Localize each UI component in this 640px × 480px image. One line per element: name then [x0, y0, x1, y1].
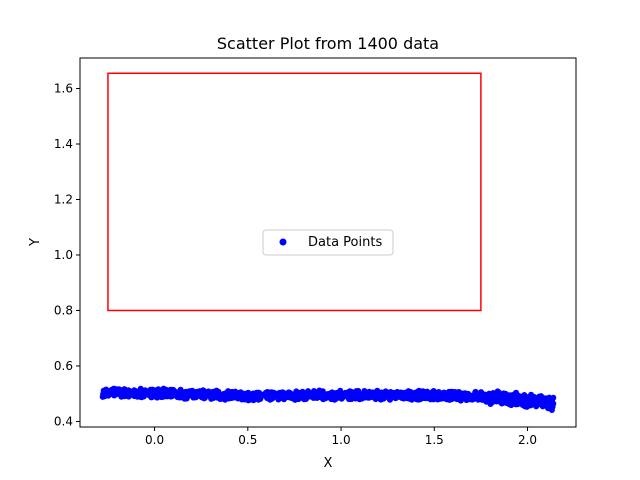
data-point: [372, 396, 379, 403]
data-point: [407, 389, 414, 396]
data-point: [131, 393, 138, 400]
data-point: [550, 394, 557, 401]
y-tick-label: 0.4: [54, 414, 73, 428]
legend-marker: [279, 238, 287, 246]
data-point: [507, 400, 514, 407]
data-point: [379, 391, 386, 398]
data-point: [310, 392, 317, 399]
data-point: [418, 394, 424, 401]
data-point: [486, 394, 493, 401]
y-axis-label: Y: [28, 238, 43, 247]
data-point: [357, 393, 363, 400]
data-point: [269, 395, 275, 402]
data-point: [337, 387, 344, 394]
data-point: [469, 393, 476, 400]
data-point: [153, 388, 159, 395]
data-point: [241, 396, 248, 403]
x-tick-label: 0.5: [238, 433, 257, 447]
data-point: [118, 393, 125, 400]
x-axis: 0.0 0.5 1.0 1.5 2.0: [145, 427, 537, 447]
plot-area-frame: [79, 57, 577, 428]
data-point: [386, 395, 393, 402]
data-point: [230, 393, 236, 400]
data-point: [270, 390, 277, 397]
data-point: [460, 393, 467, 400]
data-point: [241, 391, 248, 398]
data-point: [178, 392, 185, 399]
data-point: [103, 389, 109, 396]
data-point: [418, 388, 424, 395]
data-point: [480, 391, 487, 398]
data-point: [521, 403, 528, 410]
data-point: [446, 396, 453, 403]
data-point: [521, 397, 528, 404]
data-point: [348, 389, 355, 396]
data-point: [142, 387, 149, 394]
data-point: [234, 395, 241, 402]
data-point: [327, 390, 334, 397]
data-point: [341, 392, 348, 399]
data-point: [251, 394, 258, 401]
data-point: [497, 396, 504, 403]
data-point: [147, 391, 154, 398]
y-tick-label: 0.8: [54, 303, 73, 317]
data-point: [161, 390, 168, 397]
data-point: [254, 390, 261, 397]
data-point: [364, 392, 371, 398]
x-tick-label: 1.0: [332, 433, 351, 447]
data-point: [441, 390, 448, 397]
data-point: [352, 395, 359, 402]
data-point: [127, 388, 134, 395]
x-tick-label: 0.0: [145, 433, 164, 447]
data-point: [491, 390, 498, 397]
data-point: [394, 393, 401, 400]
data-point: [320, 396, 327, 403]
data-point: [536, 399, 543, 405]
data-point: [281, 390, 288, 397]
data-points-layer: [99, 385, 557, 413]
data-point: [217, 392, 224, 399]
legend-label: Data Points: [308, 235, 382, 250]
data-point: [296, 390, 303, 396]
data-point: [277, 393, 284, 400]
x-tick-label: 2.0: [518, 433, 537, 447]
y-tick-label: 1.2: [54, 192, 73, 206]
data-point: [319, 388, 326, 395]
y-tick-label: 1.4: [54, 137, 73, 151]
y-axis: 0.4 0.6 0.8 1.0 1.2 1.4 1.6: [54, 82, 80, 428]
x-axis-label: X: [324, 456, 333, 471]
legend: Data Points: [262, 229, 394, 256]
data-point: [538, 393, 545, 400]
chart-title: Scatter Plot from 1400 data: [217, 34, 439, 53]
data-point: [412, 394, 419, 401]
data-point: [435, 389, 442, 395]
data-point: [503, 399, 510, 406]
data-point: [336, 393, 343, 400]
data-point: [262, 389, 269, 396]
data-point: [193, 390, 200, 397]
data-point: [548, 407, 555, 413]
y-tick-label: 0.6: [54, 359, 73, 373]
data-point: [301, 393, 308, 400]
data-point: [373, 390, 380, 397]
data-point: [504, 393, 511, 400]
legend-box: [262, 229, 394, 256]
data-point: [331, 393, 338, 400]
data-point: [210, 392, 217, 399]
annotation-layer: [107, 72, 482, 312]
data-point: [172, 391, 178, 398]
y-tick-label: 1.0: [54, 248, 73, 262]
data-point: [290, 391, 297, 398]
data-point: [514, 396, 521, 403]
data-point: [111, 392, 118, 399]
annotation-rectangle: [107, 72, 482, 312]
y-tick-label: 1.6: [54, 82, 73, 96]
data-point: [530, 395, 537, 402]
data-point: [201, 391, 208, 398]
x-tick-label: 1.5: [425, 433, 444, 447]
